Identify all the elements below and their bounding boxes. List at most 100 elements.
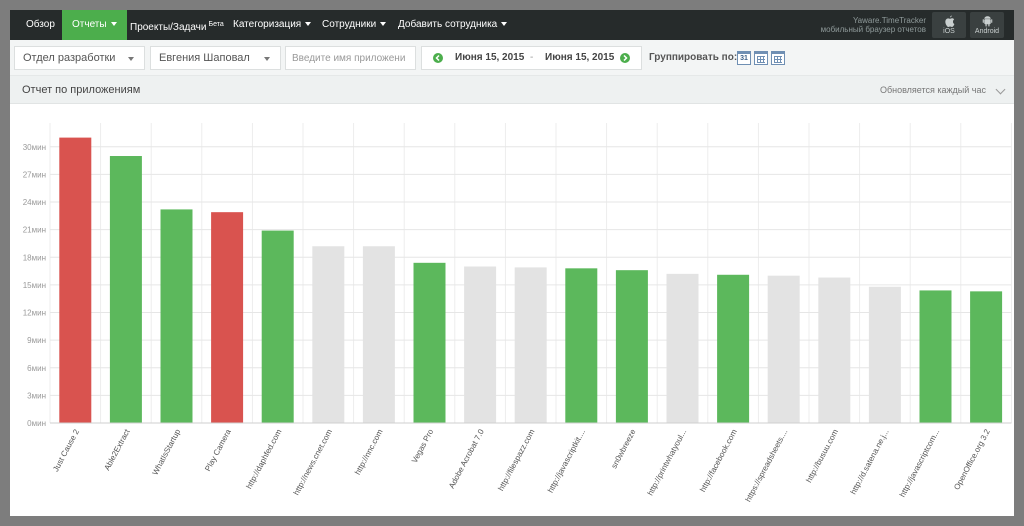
bar-productive[interactable] [565, 268, 598, 423]
ios-app-button[interactable]: iOS [932, 12, 966, 38]
bar-neutral[interactable] [666, 273, 699, 423]
date-separator: - [530, 52, 534, 63]
nav-item-label: Проекты/Задачи [130, 22, 207, 33]
bar-neutral[interactable] [868, 286, 901, 423]
y-tick-label: 30мин [23, 143, 46, 152]
nav-item-label: Категоризация [233, 19, 302, 30]
nav-item-employees[interactable]: Сотрудники [312, 10, 396, 40]
caret-down-icon [128, 57, 134, 61]
y-tick-label: 3мин [27, 391, 46, 400]
x-tick-label: Play Camera [203, 427, 233, 473]
caret-down-icon [501, 22, 508, 26]
x-tick-label: sn0wbreeze [609, 427, 637, 470]
x-tick-label: http://filespazz.com [496, 427, 536, 492]
group-by-week-calendar-icon[interactable] [754, 51, 768, 65]
bar-productive[interactable] [615, 270, 648, 423]
nav-item-categorization[interactable]: Категоризация [223, 10, 321, 40]
y-tick-label: 24мин [23, 198, 46, 207]
calendar-day-number: 31 [740, 55, 748, 62]
applications-bar-chart: 0мин 3мин 6мин 9мин 12мин 15мин 18мин 21мин 24ми… [23, 123, 1012, 504]
nav-item-label: Обзор [26, 19, 55, 30]
brand-subtitle: мобильный браузер отчетов [820, 25, 926, 34]
bar-productive[interactable] [413, 262, 446, 423]
bar-neutral[interactable] [818, 277, 851, 423]
arrow-right-icon [623, 54, 628, 62]
bar-productive[interactable] [919, 290, 952, 423]
bar-productive[interactable] [160, 209, 193, 423]
beta-badge: Бета [208, 21, 224, 28]
top-navigation: Обзор Отчеты Проекты/Задачи Бета Категори… [10, 10, 1014, 40]
x-tick-label: http://javascriptkit.... [546, 428, 587, 495]
x-tick-label: http://facebook.com [698, 427, 739, 493]
app-frame: Обзор Отчеты Проекты/Задачи Бета Категори… [10, 10, 1014, 516]
x-tick-label: http://news.cnet.com [292, 427, 335, 496]
date-to[interactable]: Июня 15, 2015 [545, 52, 615, 63]
report-title: Отчет по приложениям [22, 84, 141, 96]
group-by-label: Группировать по: [649, 52, 738, 63]
x-tick-label: http://javascriptcom... [898, 428, 941, 499]
nav-item-label: Добавить сотрудника [398, 19, 498, 30]
bar-productive[interactable] [261, 230, 294, 423]
employee-value: Евгения Шаповал [159, 52, 250, 64]
date-from[interactable]: Июня 15, 2015 [455, 52, 525, 63]
caret-down-icon [110, 22, 117, 26]
x-tick-label: Adobe Acrobat 7.0 [447, 427, 486, 490]
nav-item-overview[interactable]: Обзор [16, 10, 65, 40]
x-tick-label: https://spreadsheets.... [744, 428, 790, 504]
apple-icon [944, 15, 954, 27]
filter-bar: Отдел разработки Евгения Шаповал Июня 15… [10, 40, 1014, 76]
y-tick-label: 12мин [23, 309, 46, 318]
bar-productive[interactable] [717, 274, 750, 423]
bar-distracting[interactable] [59, 137, 92, 423]
date-range-picker[interactable]: Июня 15, 2015 - Июня 15, 2015 [421, 46, 642, 70]
x-tick-label: Just Cause 2 [51, 427, 81, 473]
y-tick-label: 9мин [27, 336, 46, 345]
x-tick-label: http://daphfed.com [244, 427, 283, 490]
nav-item-reports[interactable]: Отчеты [62, 10, 127, 40]
chart-area: 0мин 3мин 6мин 9мин 12мин 15мин 18мин 21мин 24ми… [10, 105, 1014, 516]
y-tick-label: 18мин [23, 253, 46, 262]
bar-productive[interactable] [970, 291, 1003, 423]
nav-item-label: Сотрудники [322, 19, 377, 30]
y-tick-label: 21мин [23, 226, 46, 235]
y-tick-label: 27мин [23, 170, 46, 179]
caret-down-icon [305, 22, 312, 26]
nav-item-add-employee[interactable]: Добавить сотрудника [388, 10, 517, 40]
next-date-button[interactable] [620, 53, 630, 63]
employee-select[interactable]: Евгения Шаповал [150, 46, 281, 70]
android-label: Android [974, 28, 1000, 35]
x-tick-label: http://d.satena.ne.j... [849, 428, 891, 496]
bar-productive[interactable] [109, 156, 142, 423]
bar-neutral[interactable] [767, 275, 800, 423]
x-tick-label: http://busuu.com [804, 427, 840, 484]
ios-label: iOS [943, 28, 955, 35]
chevron-down-icon[interactable] [995, 84, 1006, 95]
group-by-month-calendar-icon[interactable] [771, 51, 785, 65]
department-select[interactable]: Отдел разработки [14, 46, 145, 70]
bar-distracting[interactable] [211, 212, 244, 423]
bar-neutral[interactable] [312, 246, 345, 423]
brand-title: Yaware.TimeTracker [852, 16, 926, 25]
bar-neutral[interactable] [514, 267, 547, 423]
android-icon [982, 16, 992, 27]
app-search-input[interactable] [285, 46, 416, 70]
y-tick-label: 15мин [23, 281, 46, 290]
bar-neutral[interactable] [362, 246, 395, 423]
bar-neutral[interactable] [464, 266, 497, 423]
x-tick-label: Vegas Pro [410, 427, 436, 464]
group-by-day-calendar-icon[interactable]: 31 [737, 51, 751, 65]
refresh-interval-label[interactable]: Обновляется каждый час [879, 85, 986, 95]
x-tick-label: OpenOffice.org 3.2 [952, 427, 992, 491]
caret-down-icon [264, 57, 270, 61]
x-tick-label: http://printwhatyoul... [646, 428, 689, 497]
caret-down-icon [380, 22, 387, 26]
report-header: Отчет по приложениям Обновляется каждый … [10, 76, 1014, 104]
y-tick-label: 0мин [27, 419, 46, 428]
android-app-button[interactable]: Android [970, 12, 1004, 38]
x-tick-label: http://nnc.com [353, 427, 385, 476]
nav-item-label: Отчеты [72, 19, 107, 30]
department-value: Отдел разработки [23, 52, 116, 64]
nav-item-projects[interactable]: Проекты/Задачи Бета [120, 10, 234, 40]
y-tick-label: 6мин [27, 364, 46, 373]
prev-date-button[interactable] [433, 53, 443, 63]
